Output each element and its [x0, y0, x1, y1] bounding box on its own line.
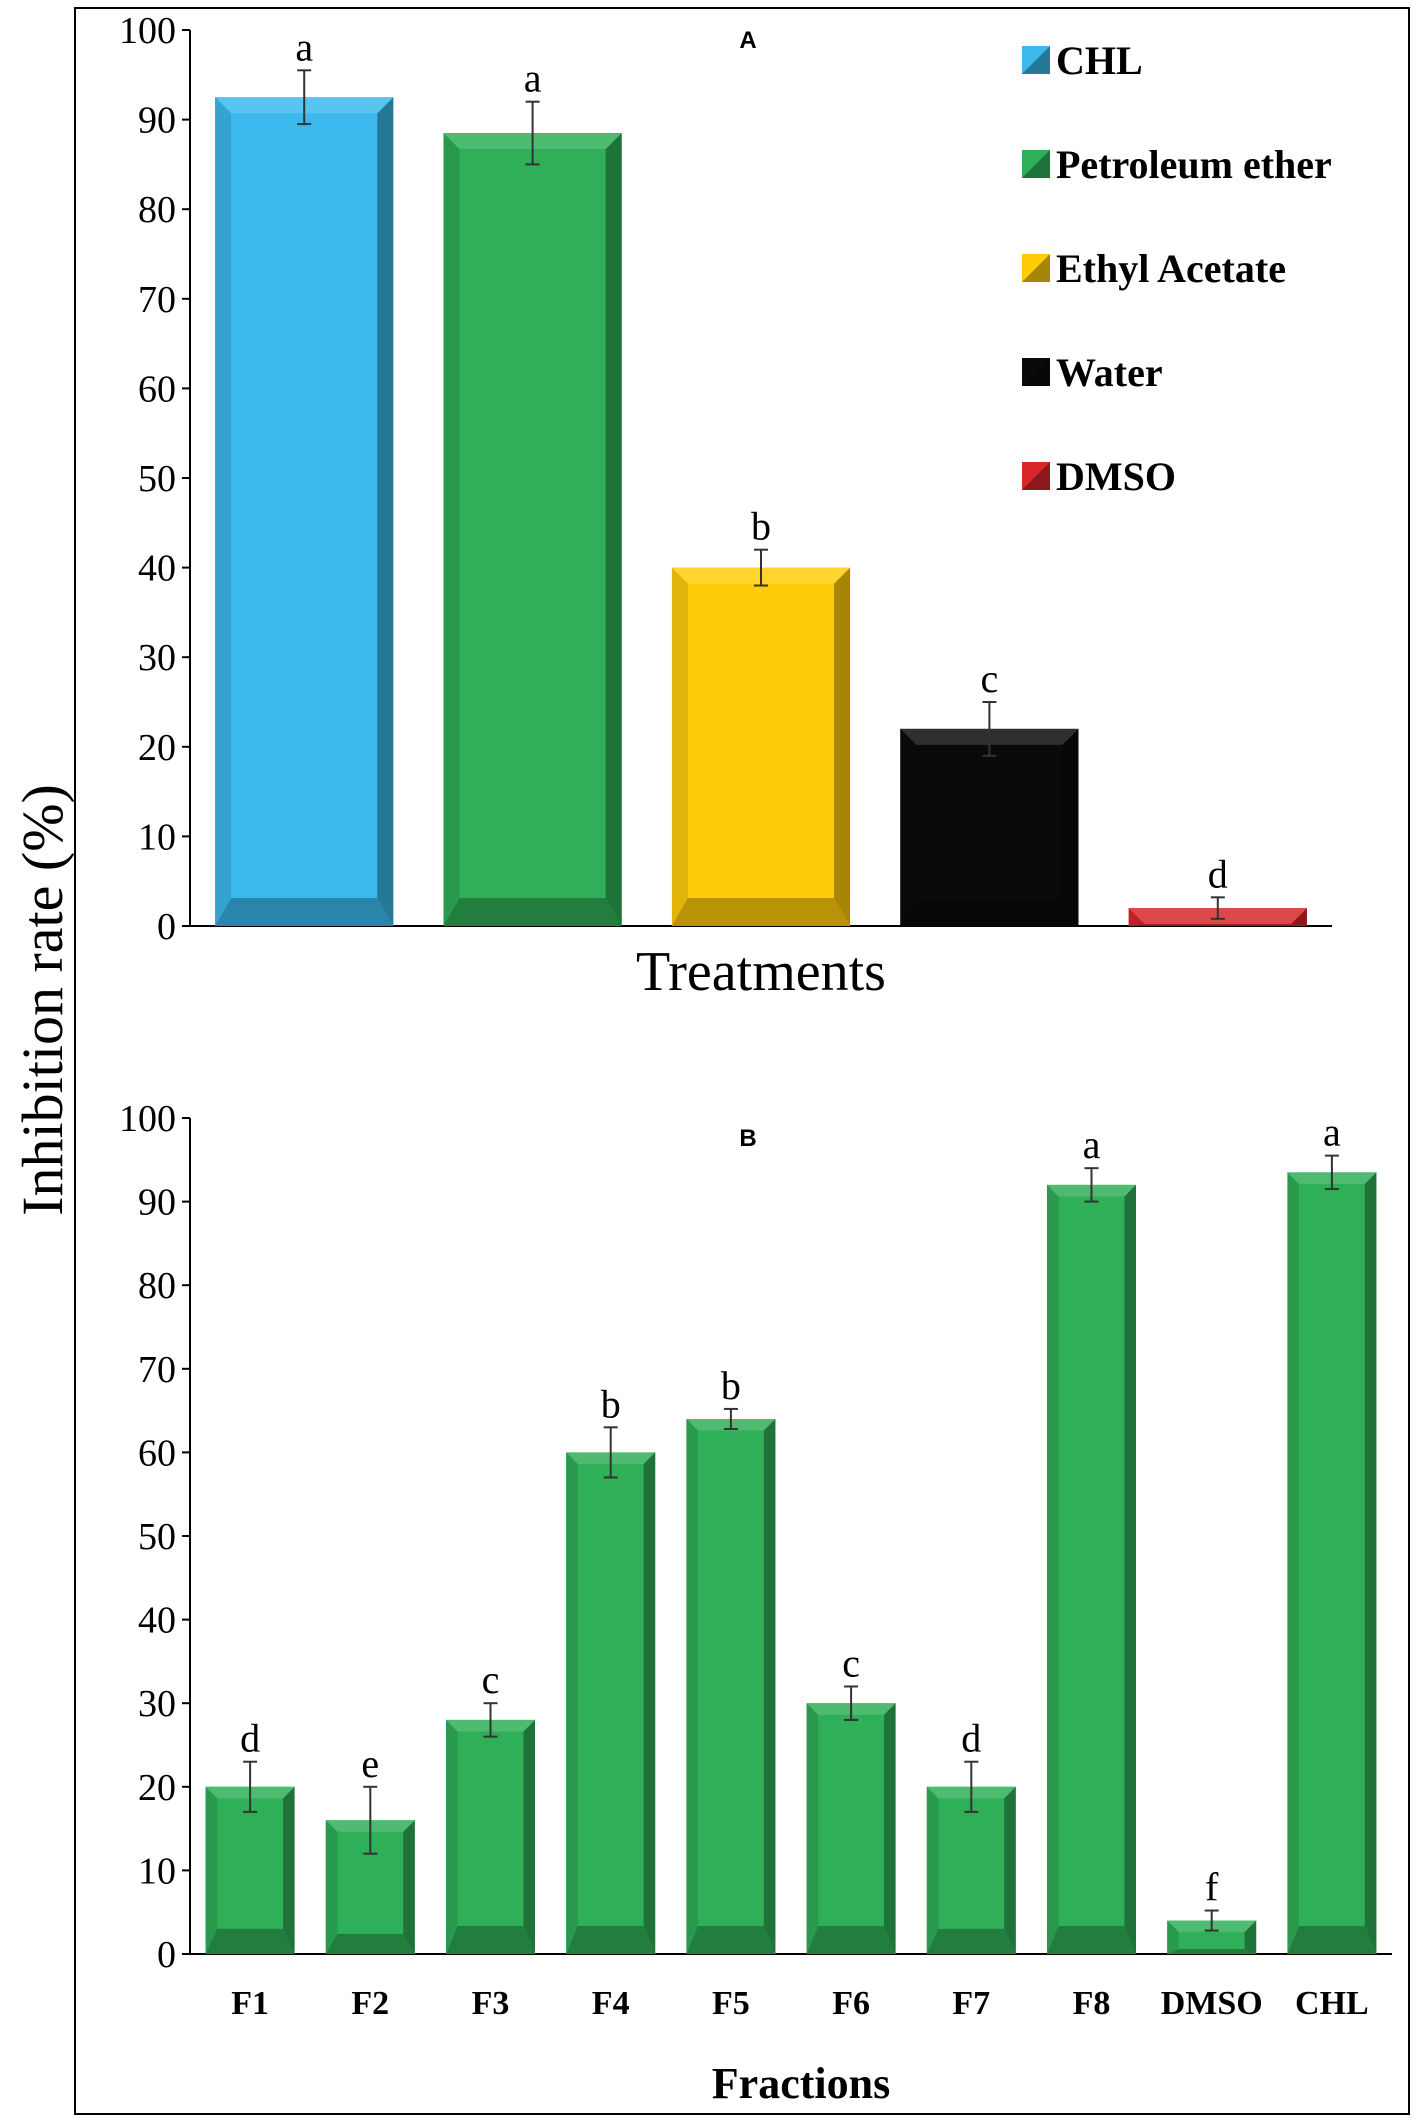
y-tick-label: 30 — [138, 1683, 176, 1725]
y-tick-label: 80 — [138, 1265, 176, 1307]
y-tick-label: 90 — [138, 100, 176, 142]
y-tick-label: 0 — [157, 906, 176, 948]
bar-f5 — [686, 1418, 776, 1954]
error-bar — [243, 1760, 258, 1813]
significance-label: d — [240, 1716, 260, 1761]
significance-label: b — [751, 504, 771, 549]
significance-label: b — [601, 1381, 621, 1426]
panel-label: A — [739, 27, 756, 54]
y-axis-title: Inhibition rate (%) — [10, 784, 75, 1216]
y-tick-label: 90 — [138, 1182, 176, 1224]
y-tick-label: 60 — [138, 1432, 176, 1474]
x-tick-label: F6 — [832, 1985, 870, 2022]
bar-f1 — [205, 1786, 295, 1954]
error-bar — [982, 701, 997, 757]
error-bar — [297, 69, 312, 126]
y-tick-label: 10 — [138, 1850, 176, 1892]
error-bar — [1204, 1909, 1219, 1932]
y-tick-label: 50 — [138, 458, 176, 500]
error-bar — [1084, 1167, 1099, 1203]
figure-frame — [74, 7, 1410, 2115]
error-bar — [1210, 896, 1225, 920]
bar-petroleum-ether — [443, 133, 622, 927]
bar-water — [900, 728, 1079, 926]
chart-b: 0 10 20 30 40 50 60 70 80 90 100 d F1 e F2 c F3 b F4 b F5 c F6… — [119, 1098, 1392, 2108]
y-tick-label: 40 — [138, 548, 176, 590]
significance-label: d — [961, 1716, 981, 1761]
significance-label: a — [524, 56, 542, 101]
error-bar — [844, 1685, 859, 1721]
error-bar — [754, 548, 768, 587]
x-tick-label: DMSO — [1161, 1985, 1263, 2022]
y-tick-label: 70 — [138, 1349, 176, 1391]
bar-f3 — [446, 1719, 535, 1954]
y-tick-label: 70 — [138, 279, 176, 321]
legend-item: Petroleum ether — [1022, 142, 1332, 187]
y-tick-label: 40 — [138, 1600, 176, 1642]
significance-label: a — [1323, 1110, 1341, 1155]
x-tick-label: F1 — [231, 1985, 269, 2022]
x-axis-title: Treatments — [636, 941, 886, 1003]
y-tick-label: 30 — [138, 637, 176, 679]
bar-f8 — [1047, 1184, 1136, 1954]
x-tick-label: F5 — [712, 1985, 750, 2022]
error-bar — [363, 1785, 378, 1855]
y-tick-label: 10 — [138, 816, 176, 858]
y-tick-label: 60 — [138, 368, 176, 410]
legend-label: DMSO — [1056, 454, 1176, 499]
error-bar — [483, 1702, 498, 1738]
y-tick-label: 50 — [138, 1516, 176, 1558]
y-tick-label: 80 — [138, 189, 176, 231]
significance-label: c — [842, 1640, 860, 1685]
y-tick-label: 0 — [157, 1934, 176, 1976]
legend-item: CHL — [1022, 38, 1143, 83]
significance-label: c — [981, 656, 999, 701]
y-tick-label: 20 — [138, 727, 176, 769]
y-tick-label: 100 — [119, 10, 176, 52]
legend-label: Water — [1056, 350, 1163, 395]
legend-item: DMSO — [1022, 454, 1176, 499]
bar-f7 — [926, 1786, 1016, 1954]
x-tick-label: F3 — [472, 1985, 510, 2022]
error-bar — [1324, 1154, 1339, 1191]
error-bar — [964, 1760, 979, 1813]
x-tick-label: F8 — [1073, 1985, 1111, 2022]
x-tick-label: F7 — [952, 1985, 990, 2022]
error-bar — [603, 1426, 618, 1479]
x-axis-title: Fractions — [712, 2059, 890, 2108]
legend: CHL Petroleum ether Ethyl Acetate Water DMSO — [1022, 38, 1332, 499]
error-bar — [723, 1407, 738, 1430]
y-tick-label: 20 — [138, 1767, 176, 1809]
significance-label: e — [361, 1741, 379, 1786]
bar-f4 — [566, 1452, 656, 1954]
panel-label: B — [739, 1125, 756, 1152]
bar-f6 — [806, 1703, 896, 1954]
significance-label: b — [721, 1363, 741, 1408]
legend-item: Water — [1022, 350, 1163, 395]
legend-label: Petroleum ether — [1056, 142, 1332, 187]
x-tick-label: F4 — [592, 1985, 630, 2022]
x-tick-label: F2 — [351, 1985, 389, 2022]
error-bar — [525, 100, 540, 166]
legend-label: Ethyl Acetate — [1056, 246, 1286, 291]
bar-chl — [1287, 1172, 1377, 1954]
significance-label: f — [1205, 1865, 1219, 1910]
bar-ethyl-acetate — [671, 567, 851, 926]
legend-label: CHL — [1056, 38, 1143, 83]
significance-label: a — [1083, 1122, 1101, 1167]
chart-a: 0 10 20 30 40 50 60 70 80 90 100 a a b c d A Treatments CH… — [119, 10, 1332, 1003]
y-tick-label: 100 — [119, 1098, 176, 1140]
significance-label: d — [1208, 851, 1228, 896]
bar-chl — [215, 97, 394, 926]
significance-label: a — [295, 24, 313, 69]
x-tick-label: CHL — [1295, 1985, 1369, 2022]
significance-label: c — [482, 1657, 500, 1702]
legend-item: Ethyl Acetate — [1022, 246, 1286, 291]
